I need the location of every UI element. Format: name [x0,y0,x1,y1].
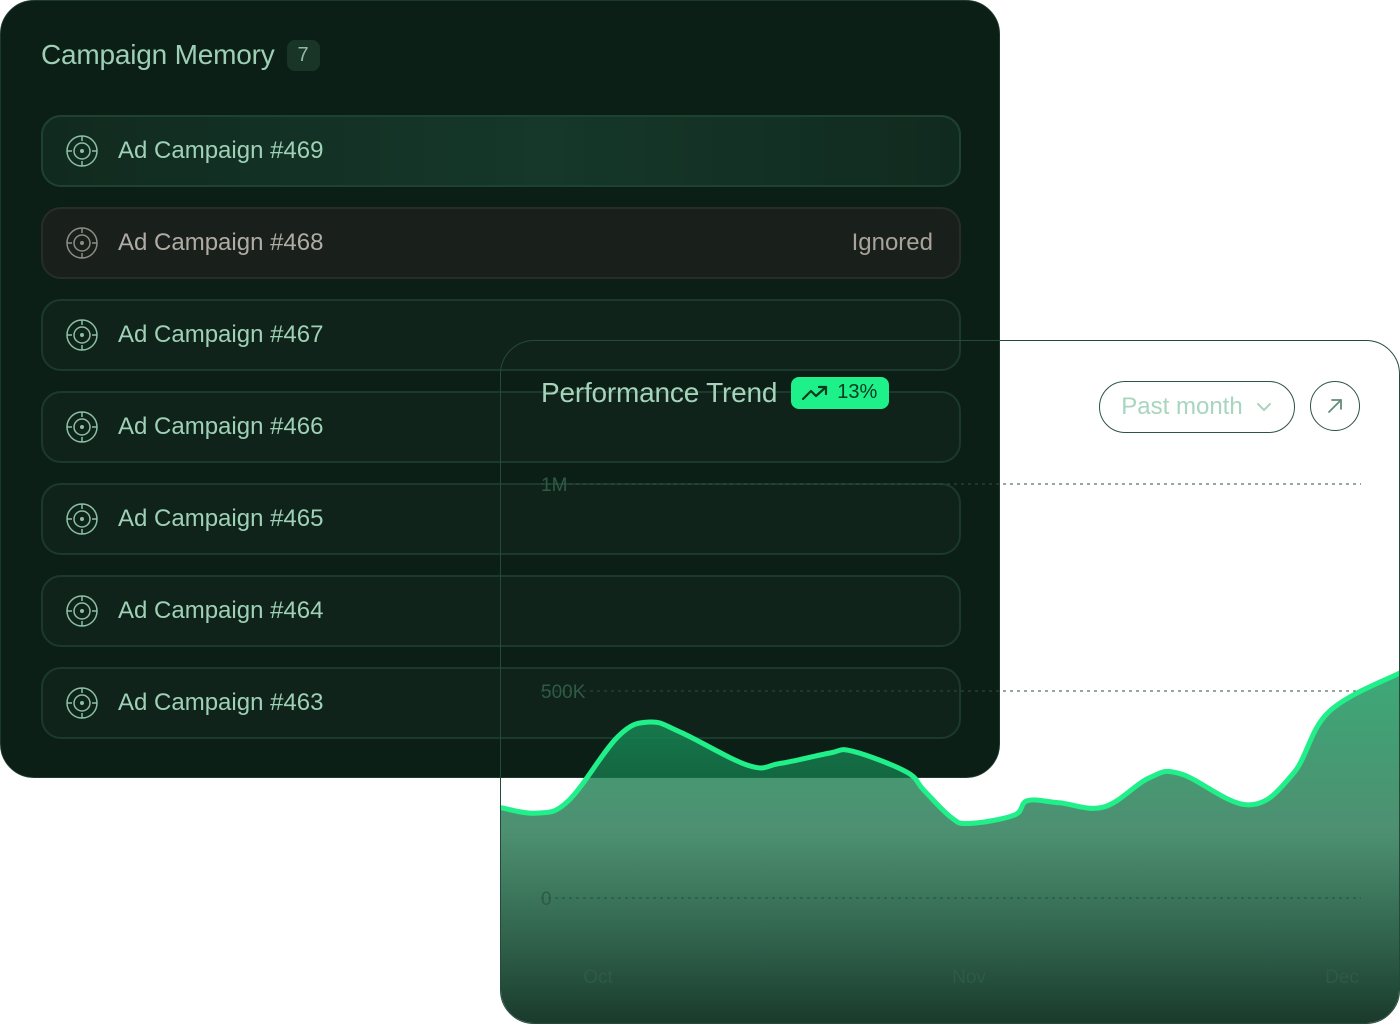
campaign-row-label: Ad Campaign #463 [118,689,324,716]
y-tick-label: 0 [541,889,552,910]
campaign-row-label: Ad Campaign #465 [118,505,324,532]
performance-trend-title: Performance Trend [541,377,778,408]
target-icon [64,225,100,261]
expand-button[interactable] [1310,381,1360,431]
campaign-row[interactable]: Ad Campaign #469 [41,115,961,187]
target-icon [64,317,100,353]
arrow-up-right-icon [1328,399,1342,413]
campaign-row-label: Ad Campaign #469 [118,137,324,164]
performance-trend-panel: 1M 500K 0 Oct Nov Dec Performance Trend 13% P… [500,340,1400,1024]
trend-change-value: 13% [837,381,878,403]
campaign-row-label: Ad Campaign #467 [118,321,324,348]
x-tick-label: Nov [952,967,986,988]
y-tick-label: 500K [541,682,586,703]
campaign-row[interactable]: Ad Campaign #467 [41,299,961,371]
campaign-status: Ignored [851,229,933,256]
chevron-down-icon [1256,403,1271,411]
target-icon [64,133,100,169]
campaign-row-label: Ad Campaign #464 [118,597,324,624]
campaign-memory-header: Campaign Memory 7 [41,39,320,71]
performance-chart: 1M 500K 0 Oct Nov Dec [501,475,1399,1023]
x-tick-label: Oct [583,967,613,988]
campaign-row-label: Ad Campaign #466 [118,413,324,440]
campaign-row[interactable]: Ad Campaign #464 [41,575,961,647]
campaign-row-label: Ad Campaign #468 [118,229,324,256]
trend-change-badge: 13% [791,377,890,409]
target-icon [64,409,100,445]
target-icon [64,593,100,629]
campaign-count-badge: 7 [286,39,320,71]
trend-area-fill [501,673,1399,1023]
performance-trend-header: Performance Trend 13% [541,377,890,409]
x-tick-label: Dec [1325,967,1359,988]
campaign-memory-title: Campaign Memory [41,39,275,70]
campaign-row[interactable]: Ad Campaign #468 Ignored [41,207,961,279]
campaign-row[interactable]: Ad Campaign #465 [41,483,961,555]
period-select-value: Past month [1121,393,1243,420]
target-icon [64,501,100,537]
trending-up-icon [802,385,828,400]
target-icon [64,685,100,721]
campaign-row[interactable]: Ad Campaign #463 [41,667,961,739]
trend-line [501,670,1399,827]
period-select[interactable]: Past month [1099,381,1295,433]
campaign-list: Ad Campaign #469 Ad Campaign #468 Ignored A… [41,115,961,759]
y-tick-label: 1M [541,475,567,496]
